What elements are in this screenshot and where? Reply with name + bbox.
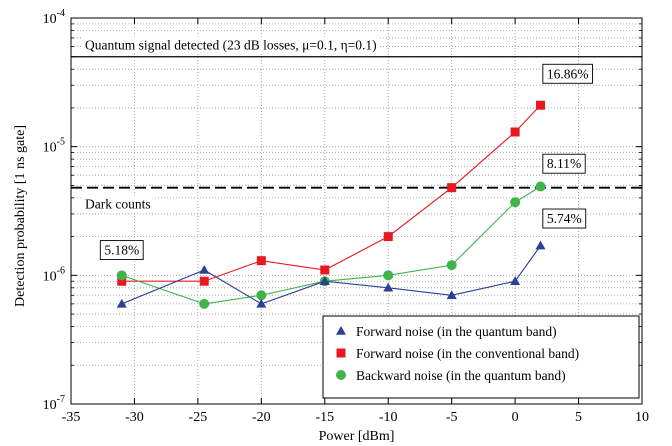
data-point-square xyxy=(117,276,127,286)
data-point-circle xyxy=(446,260,457,271)
series-triangle xyxy=(116,240,546,308)
legend-label: Forward noise (in the conventional band) xyxy=(356,346,579,361)
x-tick-label: 10 xyxy=(635,410,649,425)
y-tick-exponent: -4 xyxy=(57,8,65,19)
data-label: 8.11% xyxy=(542,153,586,174)
data-label: 5.18% xyxy=(99,240,144,261)
data-label-box xyxy=(542,153,586,174)
legend-item: Forward noise (in the quantum band) xyxy=(336,324,557,339)
x-tick-label: -5 xyxy=(446,410,458,425)
y-tick-base: 10 xyxy=(43,141,57,156)
data-label-box xyxy=(542,208,587,229)
data-point-circle xyxy=(535,181,546,192)
data-point-square xyxy=(320,265,330,275)
plot-frame xyxy=(70,17,643,405)
x-tick-label: -30 xyxy=(125,410,144,425)
data-label-box xyxy=(542,63,593,84)
x-tick-label: -10 xyxy=(379,410,398,425)
legend: Forward noise (in the quantum band) Forwa… xyxy=(322,315,640,399)
y-tick-label: 10-4 xyxy=(43,8,65,27)
data-point-triangle xyxy=(319,276,330,285)
y-tick-exponent: -7 xyxy=(57,394,65,405)
y-tick-exponent: -5 xyxy=(57,137,65,148)
series-line-square xyxy=(121,104,541,282)
data-label-box xyxy=(99,240,144,261)
series-circle xyxy=(116,181,546,309)
data-point-circle xyxy=(116,270,127,281)
series-layer xyxy=(116,100,546,309)
data-point-square xyxy=(256,256,266,266)
data-point-square xyxy=(199,276,209,286)
reference-lines: Quantum signal detected (23 dB losses, μ… xyxy=(71,36,642,213)
legend-item: Forward noise (in the conventional band) xyxy=(336,346,579,361)
y-tick-label: 10-5 xyxy=(43,137,65,156)
data-label-text: 5.18% xyxy=(104,243,139,258)
data-point-circle xyxy=(383,270,394,281)
legend-box xyxy=(322,315,640,399)
x-tick-label: -35 xyxy=(62,410,81,425)
data-point-circle xyxy=(510,197,521,208)
data-label: 16.86% xyxy=(542,63,593,84)
data-point-triangle xyxy=(256,298,267,308)
data-point-circle xyxy=(256,290,267,301)
x-tick-label: -25 xyxy=(189,410,208,425)
y-axis-label: Detection probability [1 ns gate] xyxy=(13,125,28,307)
data-label-text: 16.86% xyxy=(547,66,589,81)
y-tick-label: 10-7 xyxy=(43,394,65,413)
x-tick-label: 5 xyxy=(575,410,582,425)
y-tick-base: 10 xyxy=(43,269,57,284)
data-label-text: 8.11% xyxy=(547,156,581,171)
data-label-text: 5.74% xyxy=(547,211,582,226)
x-axis-label: Power [dBm] xyxy=(319,429,395,444)
y-tick-base: 10 xyxy=(43,398,57,413)
y-tick-exponent: -6 xyxy=(57,265,65,276)
x-tick-label: -20 xyxy=(252,410,271,425)
data-point-triangle xyxy=(510,276,521,285)
series-line-triangle xyxy=(121,245,541,305)
legend-marker-circle xyxy=(336,370,346,380)
quantum-signal-label: Quantum signal detected (23 dB losses, μ… xyxy=(85,38,377,53)
data-point-triangle xyxy=(116,298,127,308)
legend-label: Backward noise (in the quantum band) xyxy=(356,368,566,383)
legend-marker-square xyxy=(336,348,346,358)
series-square xyxy=(117,100,545,286)
data-point-triangle xyxy=(446,290,457,300)
dark-counts-label: Dark counts xyxy=(85,197,151,212)
dark-counts-label-bg xyxy=(82,195,154,213)
legend-marker-triangle xyxy=(336,326,346,335)
data-point-circle xyxy=(199,298,210,309)
data-point-triangle xyxy=(199,265,210,274)
quantum-signal-label-bg xyxy=(82,36,380,54)
data-point-square xyxy=(383,232,393,242)
y-tick-base: 10 xyxy=(43,12,57,27)
legend-label: Forward noise (in the quantum band) xyxy=(356,324,557,339)
legend-item: Backward noise (in the quantum band) xyxy=(336,368,566,383)
series-line-circle xyxy=(121,186,541,305)
data-point-triangle xyxy=(535,240,546,250)
x-tick-label: -15 xyxy=(315,410,334,425)
data-labels: 16.86% 8.11% 5.74% 5.18% xyxy=(99,63,593,261)
y-tick-label: 10-6 xyxy=(43,265,65,284)
data-point-triangle xyxy=(383,282,394,292)
data-label: 5.74% xyxy=(542,208,587,229)
x-tick-label: 0 xyxy=(512,410,519,425)
data-point-square xyxy=(535,100,545,110)
data-point-square xyxy=(510,127,520,137)
data-point-square xyxy=(447,183,457,193)
